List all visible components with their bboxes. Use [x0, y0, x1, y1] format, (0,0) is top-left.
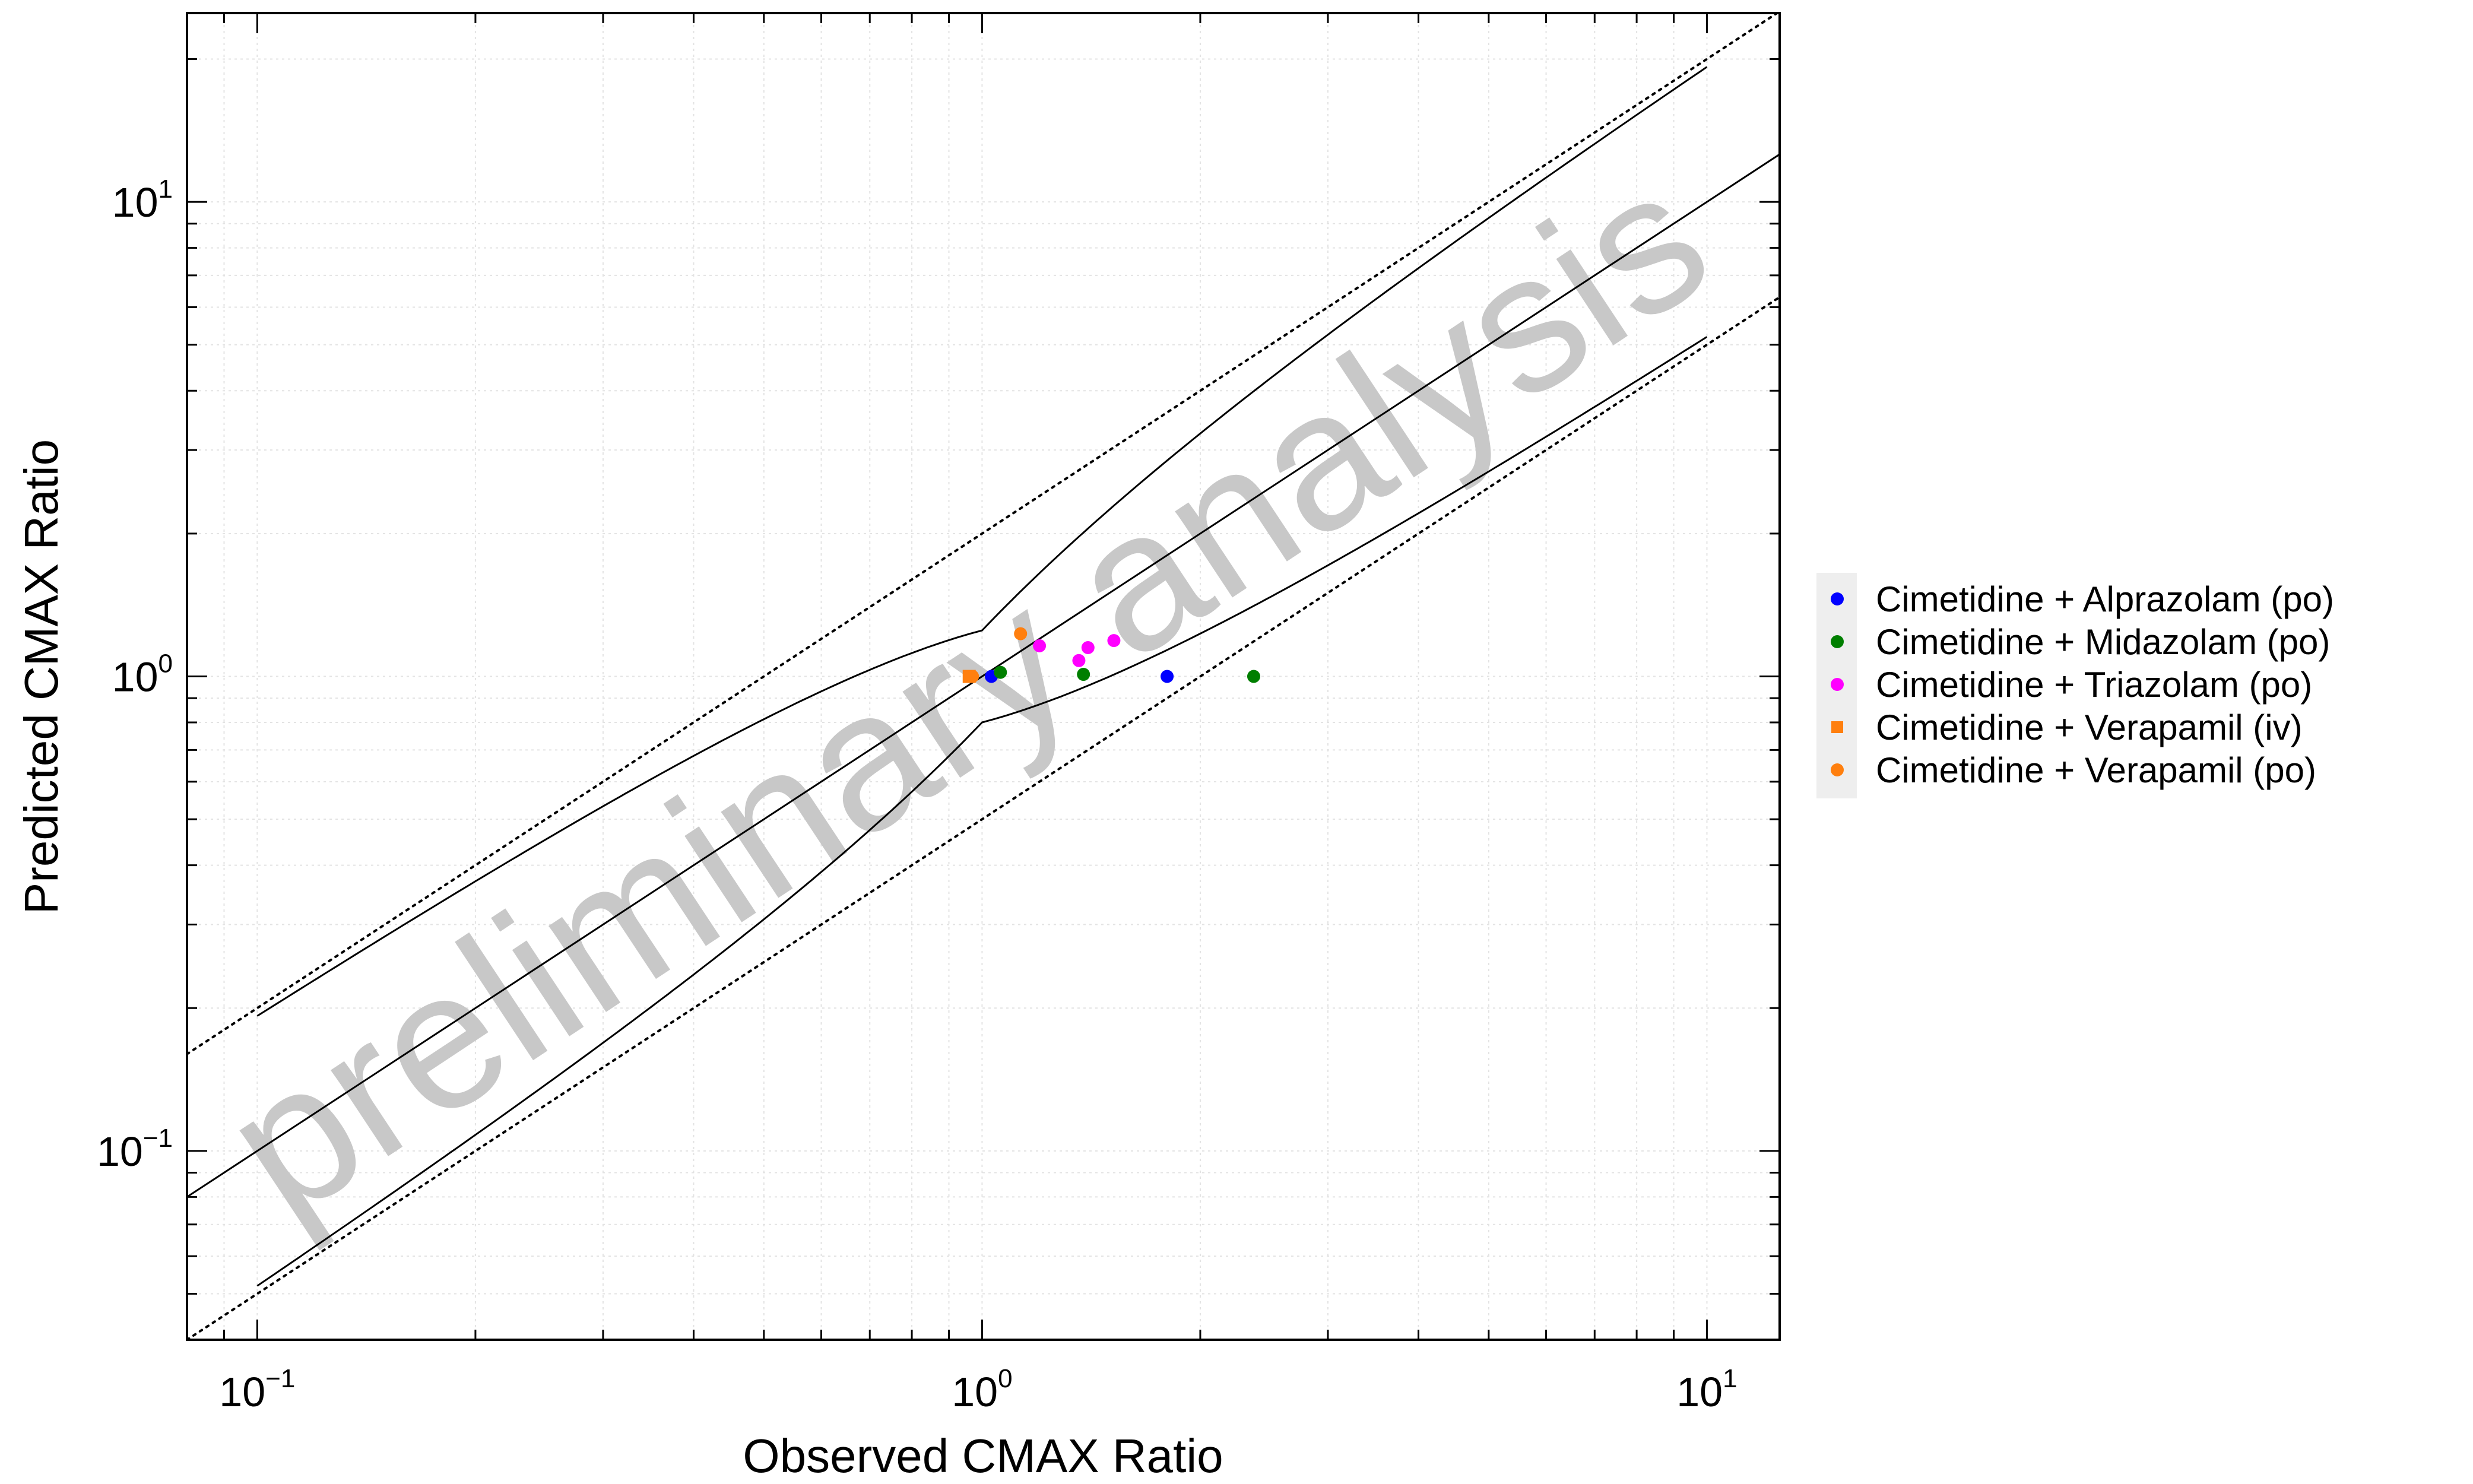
legend-marker	[1831, 678, 1844, 691]
data-point	[1161, 670, 1174, 683]
legend-marker	[1831, 635, 1844, 648]
legend-marker	[1831, 763, 1844, 776]
guest-upper-limit	[256, 66, 1708, 1017]
upper-fold-line	[187, 13, 1780, 1055]
x-axis-label: Observed CMAX Ratio	[743, 1429, 1223, 1482]
data-point	[994, 665, 1007, 679]
guest-lower-limit	[256, 336, 1708, 1287]
reference-lines	[187, 13, 1780, 1340]
x-tick-label: 101	[1676, 1364, 1737, 1415]
data-point	[1107, 634, 1121, 648]
tick-labels: 10−1 100 101 10−1 100 101	[97, 175, 1738, 1415]
data-point	[1014, 627, 1028, 640]
data-point	[1033, 639, 1047, 652]
legend-marker	[1831, 592, 1844, 605]
legend-label: Cimetidine + Alprazolam (po)	[1876, 579, 2334, 619]
identity-line	[187, 153, 1780, 1198]
data-point	[1081, 640, 1095, 654]
x-tick-label: 100	[952, 1364, 1012, 1415]
legend-label: Cimetidine + Verapamil (po)	[1876, 750, 2316, 790]
data-points	[962, 627, 1260, 683]
y-tick-label: 10−1	[97, 1124, 173, 1175]
data-point	[966, 670, 979, 683]
y-tick-label: 101	[112, 175, 173, 226]
legend: Cimetidine + Alprazolam (po)Cimetidine +…	[1816, 573, 2334, 798]
y-tick-label: 100	[112, 649, 173, 700]
lower-fold-line	[187, 296, 1780, 1340]
data-point	[1077, 668, 1090, 681]
legend-label: Cimetidine + Midazolam (po)	[1876, 622, 2330, 662]
legend-label: Cimetidine + Verapamil (iv)	[1876, 708, 2303, 747]
legend-marker-square	[1831, 721, 1843, 733]
y-axis-label: Predicted CMAX Ratio	[15, 439, 68, 914]
axis-ticks	[186, 13, 1780, 1341]
x-tick-label: 10−1	[219, 1364, 295, 1415]
data-point	[1072, 654, 1086, 667]
legend-label: Cimetidine + Triazolam (po)	[1876, 665, 2312, 705]
data-point	[1247, 670, 1260, 683]
